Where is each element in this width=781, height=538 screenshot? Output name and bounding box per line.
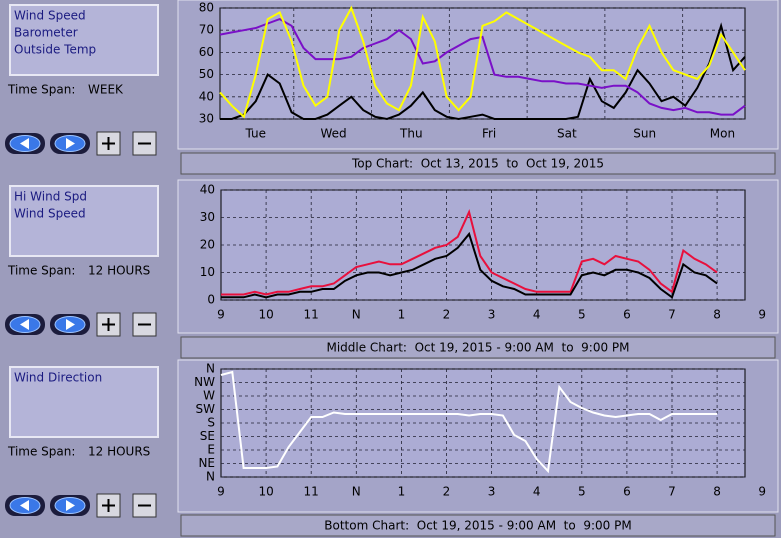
plot-area	[220, 368, 746, 478]
y-tick-label: SW	[196, 402, 216, 416]
y-tick-label: 30	[200, 210, 215, 224]
time-span-value: 12 HOURS	[88, 264, 150, 278]
data-line	[219, 18, 746, 116]
x-tick-label: 2	[443, 308, 451, 322]
x-tick-label: 11	[304, 308, 319, 322]
x-tick-label: 9	[217, 308, 225, 322]
x-tick-label: Mon	[710, 127, 735, 141]
y-tick-label: 80	[199, 1, 214, 15]
x-tick-label: Fri	[482, 127, 496, 141]
x-tick-label: N	[352, 308, 361, 322]
x-tick-label: 10	[258, 485, 273, 499]
x-tick-label: Sat	[557, 127, 577, 141]
x-tick-label: 5	[578, 485, 586, 499]
legend-entry: Wind Speed	[14, 9, 86, 23]
x-tick-label: 2	[443, 485, 451, 499]
x-tick-label: 7	[668, 485, 676, 499]
y-tick-label: 60	[199, 45, 214, 59]
y-tick-label: 50	[199, 67, 214, 81]
legend-box	[9, 366, 159, 438]
x-tick-label: 4	[533, 308, 541, 322]
arrow-icon	[66, 319, 75, 330]
y-tick-label: N	[206, 470, 215, 484]
arrow-icon	[20, 138, 29, 149]
x-tick-label: 9	[217, 485, 225, 499]
x-tick-label: 5	[578, 308, 586, 322]
y-tick-label: 0	[207, 293, 215, 307]
x-tick-label: 8	[713, 308, 721, 322]
data-line	[221, 208, 718, 296]
y-tick-label: NE	[198, 456, 215, 470]
x-tick-label: N	[352, 485, 361, 499]
chart-caption: Top Chart: Oct 13, 2015 to Oct 19, 2015	[351, 157, 604, 171]
x-tick-label: Thu	[399, 127, 423, 141]
legend-box	[9, 185, 159, 257]
x-tick-label: 1	[398, 308, 406, 322]
time-span-label: Time Span:	[7, 83, 75, 97]
y-tick-label: 40	[200, 183, 215, 197]
x-tick-label: 6	[623, 485, 631, 499]
x-tick-label: 11	[304, 485, 319, 499]
x-tick-label: Tue	[245, 127, 267, 141]
data-line	[220, 22, 746, 121]
x-tick-label: 8	[713, 485, 721, 499]
chart-caption: Bottom Chart: Oct 19, 2015 - 9:00 AM to …	[324, 519, 631, 533]
arrow-icon	[66, 500, 75, 511]
x-tick-label: 1	[398, 485, 406, 499]
chart-caption: Middle Chart: Oct 19, 2015 - 9:00 AM to …	[326, 341, 629, 355]
y-tick-label: 20	[200, 238, 215, 252]
y-tick-label: 70	[199, 23, 214, 37]
y-tick-label: 40	[199, 89, 214, 103]
x-tick-label: 10	[258, 308, 273, 322]
y-tick-label: N	[206, 362, 215, 376]
time-span-label: Time Span:	[7, 445, 75, 459]
x-tick-label: 3	[488, 485, 496, 499]
data-line	[219, 5, 746, 119]
time-span-value: WEEK	[88, 83, 124, 97]
y-tick-label: E	[207, 443, 215, 457]
legend-entry: Wind Direction	[14, 371, 102, 385]
x-tick-label: 9	[758, 485, 766, 499]
legend-box	[9, 4, 159, 76]
data-line	[221, 231, 718, 299]
y-tick-label: 30	[199, 112, 214, 126]
x-tick-label: Wed	[320, 127, 346, 141]
time-span-value: 12 HOURS	[88, 445, 150, 459]
arrow-icon	[20, 500, 29, 511]
time-span-label: Time Span:	[7, 264, 75, 278]
x-tick-label: 3	[488, 308, 496, 322]
x-tick-label: 4	[533, 485, 541, 499]
caption-bar	[180, 514, 776, 537]
y-tick-label: W	[203, 389, 215, 403]
legend-entry: Outside Temp	[14, 43, 96, 57]
caption-bar	[180, 336, 776, 359]
y-tick-label: SE	[200, 429, 215, 443]
plot-area	[219, 7, 746, 120]
y-tick-label: 10	[200, 265, 215, 279]
legend-entry: Barometer	[14, 26, 78, 40]
arrow-icon	[20, 319, 29, 330]
x-tick-label: 9	[758, 308, 766, 322]
x-tick-label: Sun	[633, 127, 656, 141]
caption-bar	[180, 152, 776, 175]
plot-area	[220, 189, 746, 301]
y-tick-label: NW	[194, 375, 215, 389]
legend-entry: Wind Speed	[14, 207, 86, 221]
legend-entry: Hi Wind Spd	[14, 190, 87, 204]
arrow-icon	[66, 138, 75, 149]
y-tick-label: S	[207, 416, 215, 430]
x-tick-label: 6	[623, 308, 631, 322]
x-tick-label: 7	[668, 308, 676, 322]
data-line	[220, 370, 718, 474]
